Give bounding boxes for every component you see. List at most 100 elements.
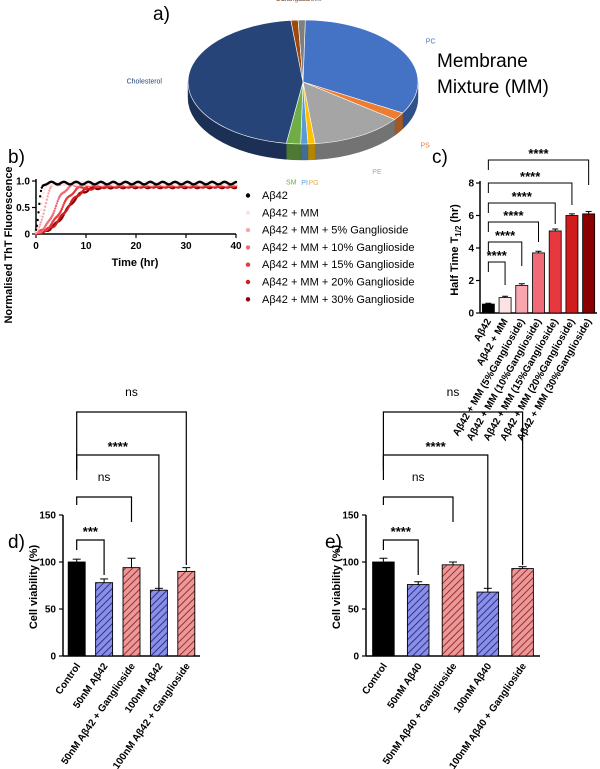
panel-label-e: e) bbox=[325, 532, 342, 553]
y-tick-label: 50 bbox=[45, 605, 57, 616]
bracket-2 bbox=[382, 454, 489, 590]
legend-entry-2: Aβ42 + MM + 5% Ganglioside bbox=[262, 225, 408, 237]
pie-slice-pe bbox=[302, 81, 396, 144]
b-point-4 bbox=[61, 205, 64, 209]
pie-label-pi: PI bbox=[301, 180, 308, 187]
b-point-0 bbox=[38, 195, 42, 198]
pie-slice-cholesterol bbox=[187, 20, 304, 144]
b-y-tick-label: 0.5 bbox=[16, 203, 30, 214]
b-point-4 bbox=[62, 203, 65, 207]
b-x-tick-label: 40 bbox=[230, 241, 242, 252]
significance-0: **** bbox=[391, 524, 412, 539]
c-significance-3: **** bbox=[512, 189, 533, 204]
y-tick-label: 150 bbox=[39, 511, 56, 522]
category-label-0: Control bbox=[360, 661, 390, 697]
b-point-3 bbox=[53, 209, 56, 213]
b-x-tick-label: 30 bbox=[180, 241, 192, 252]
c-y-axis-label: Half Time T1/2 (hr) bbox=[449, 204, 463, 296]
c-bracket-5 bbox=[487, 159, 590, 185]
b-point-1 bbox=[234, 183, 238, 186]
significance-3: ns bbox=[447, 385, 460, 399]
b-point-1 bbox=[38, 214, 42, 218]
c-y-tick-label: 0 bbox=[468, 309, 474, 320]
pie-title-line-2: Mixture (MM) bbox=[437, 77, 549, 98]
b-point-3 bbox=[55, 202, 59, 205]
c-y-tick-label: 8 bbox=[468, 179, 474, 190]
bracket-3 bbox=[76, 411, 187, 565]
pie-label-gangliosides: Gangliosides bbox=[281, 0, 322, 3]
bracket-2 bbox=[76, 454, 160, 590]
c-significance-5: **** bbox=[528, 146, 549, 161]
c-y-label-unit: (hr) bbox=[449, 204, 461, 226]
c-bar-1 bbox=[498, 297, 512, 314]
bracket-1 bbox=[382, 496, 454, 522]
b-point-1 bbox=[42, 191, 45, 195]
b-point-2 bbox=[46, 195, 49, 198]
c-significance-1: **** bbox=[495, 228, 516, 243]
c-bracket-3 bbox=[487, 202, 556, 224]
b-point-2 bbox=[43, 209, 46, 212]
legend-marker-3 bbox=[245, 245, 251, 250]
b-point-3 bbox=[54, 204, 58, 208]
legend-marker-5 bbox=[245, 279, 251, 285]
legend-entry-0: Aβ42 bbox=[262, 190, 288, 202]
bracket-0 bbox=[76, 539, 105, 575]
c-bar-3 bbox=[532, 252, 545, 314]
significance-0: *** bbox=[83, 524, 99, 539]
y-tick-label: 100 bbox=[342, 558, 359, 569]
c-significance-4: **** bbox=[520, 169, 541, 184]
y-tick-label: 0 bbox=[50, 652, 56, 663]
b-point-2 bbox=[48, 189, 51, 192]
pie-slice-gangliosides bbox=[297, 19, 306, 83]
c-significance-0: **** bbox=[487, 248, 508, 263]
bar-2 bbox=[441, 564, 465, 657]
b-point-1 bbox=[41, 196, 44, 199]
c-bracket-2 bbox=[487, 221, 539, 242]
category-label-2: 50nM Aβ40 + Ganglioside bbox=[381, 661, 460, 767]
b-point-0 bbox=[234, 180, 238, 184]
c-y-label-main: Half Time T bbox=[449, 236, 461, 295]
y-tick-label: 100 bbox=[39, 558, 56, 569]
c-bar-6 bbox=[582, 213, 596, 314]
c-bracket-4 bbox=[487, 182, 573, 205]
b-point-0 bbox=[38, 202, 41, 206]
legend: Aβ42 Aβ42 + MM Aβ42 + MM + 5% Ganglioside A… bbox=[245, 190, 414, 306]
b-point-2 bbox=[44, 201, 48, 205]
kinetics-plot: 0 10 20 30 40 0 0.5 1.0 bbox=[16, 177, 242, 253]
legend-entry-4: Aβ42 + MM + 15% Ganglioside bbox=[262, 259, 414, 271]
panel-label-b: b) bbox=[8, 147, 25, 168]
significance-2: **** bbox=[108, 439, 129, 454]
bracket-0 bbox=[382, 539, 419, 575]
c-bar-4 bbox=[548, 230, 562, 314]
bar-3 bbox=[149, 589, 168, 657]
bar-2 bbox=[122, 567, 141, 657]
b-point-1 bbox=[40, 202, 44, 205]
pie-label-ps: PS bbox=[421, 142, 431, 149]
b-point-3 bbox=[53, 207, 57, 210]
b-point-3 bbox=[52, 211, 55, 215]
pie-slice-pc bbox=[302, 19, 419, 114]
legend-entry-6: Aβ42 + MM + 30% Ganglioside bbox=[262, 294, 414, 306]
c-y-label-sub: 1/2 bbox=[454, 225, 463, 237]
b-point-2 bbox=[48, 187, 52, 190]
e-y-axis-label: Cell viability (%) bbox=[331, 544, 343, 629]
legend-marker-6 bbox=[245, 297, 251, 302]
b-point-0 bbox=[37, 211, 40, 214]
b-point-2 bbox=[43, 205, 47, 208]
b-point-2 bbox=[41, 215, 44, 218]
c-bracket-0 bbox=[487, 261, 506, 285]
b-y-axis-label: Normalised ThT Fluorescence bbox=[3, 166, 15, 323]
legend-entry-1: Aβ42 + MM bbox=[262, 207, 319, 219]
bar-1 bbox=[95, 582, 114, 657]
b-x-axis-label: Time (hr) bbox=[112, 257, 159, 269]
bar-0 bbox=[372, 561, 395, 657]
bar-0 bbox=[67, 561, 86, 657]
category-label-0: Control bbox=[54, 661, 84, 697]
bracket-1 bbox=[76, 496, 133, 522]
significance-1: ns bbox=[412, 470, 425, 484]
b-point-0 bbox=[35, 224, 39, 228]
panel-b: b) 0 10 20 30 40 0 0.5 1.0 Time (hr) Normalised… bbox=[3, 147, 414, 324]
